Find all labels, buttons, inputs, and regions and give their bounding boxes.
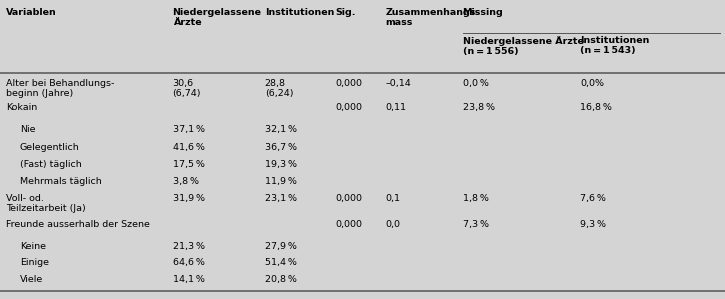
Text: Niedergelassene
Ärzte: Niedergelassene Ärzte: [173, 8, 262, 28]
Text: Zusammenhangs-
mass: Zusammenhangs- mass: [386, 8, 480, 28]
Text: 0,0 %: 0,0 %: [463, 79, 489, 88]
Text: –0,14: –0,14: [386, 79, 412, 88]
Text: 9,3 %: 9,3 %: [580, 220, 606, 229]
Text: 3,8 %: 3,8 %: [173, 177, 199, 186]
Text: 19,3 %: 19,3 %: [265, 160, 297, 169]
Text: (Fast) täglich: (Fast) täglich: [20, 160, 81, 169]
Text: Kokain: Kokain: [6, 103, 37, 112]
Text: Freunde ausserhalb der Szene: Freunde ausserhalb der Szene: [6, 220, 149, 229]
Text: 32,1 %: 32,1 %: [265, 125, 297, 134]
Text: 28,8
(6,24): 28,8 (6,24): [265, 79, 293, 98]
Text: 0,000: 0,000: [335, 194, 362, 203]
Text: 20,8 %: 20,8 %: [265, 275, 297, 284]
Text: Nie: Nie: [20, 125, 36, 134]
Text: Variablen: Variablen: [6, 8, 57, 17]
Text: 31,9 %: 31,9 %: [173, 194, 204, 203]
Text: Niedergelassene Ärzte
(n = 1 556): Niedergelassene Ärzte (n = 1 556): [463, 36, 584, 56]
Text: 30,6
(6,74): 30,6 (6,74): [173, 79, 201, 98]
Text: 23,8 %: 23,8 %: [463, 103, 494, 112]
Text: 41,6 %: 41,6 %: [173, 143, 204, 152]
Text: 1,8 %: 1,8 %: [463, 194, 489, 203]
Text: Missing: Missing: [463, 8, 503, 17]
Text: 17,5 %: 17,5 %: [173, 160, 204, 169]
Text: Voll- od.
Teilzeitarbeit (Ja): Voll- od. Teilzeitarbeit (Ja): [6, 194, 86, 213]
Text: Einige: Einige: [20, 258, 49, 267]
Text: 16,8 %: 16,8 %: [580, 103, 612, 112]
Text: 27,9 %: 27,9 %: [265, 242, 297, 251]
Text: Sig.: Sig.: [335, 8, 355, 17]
Text: 11,9 %: 11,9 %: [265, 177, 297, 186]
Text: 0,11: 0,11: [386, 103, 407, 112]
Text: 0,000: 0,000: [335, 220, 362, 229]
Text: 36,7 %: 36,7 %: [265, 143, 297, 152]
Text: 0,000: 0,000: [335, 79, 362, 88]
Text: Institutionen
(n = 1 543): Institutionen (n = 1 543): [580, 36, 650, 55]
Text: 51,4 %: 51,4 %: [265, 258, 297, 267]
Text: Viele: Viele: [20, 275, 43, 284]
Text: 0,000: 0,000: [335, 103, 362, 112]
Text: 23,1 %: 23,1 %: [265, 194, 297, 203]
Text: Alter bei Behandlungs-
beginn (Jahre): Alter bei Behandlungs- beginn (Jahre): [6, 79, 114, 98]
Text: 37,1 %: 37,1 %: [173, 125, 204, 134]
Text: Mehrmals täglich: Mehrmals täglich: [20, 177, 102, 186]
Text: 0,0%: 0,0%: [580, 79, 604, 88]
Text: 21,3 %: 21,3 %: [173, 242, 204, 251]
Text: Gelegentlich: Gelegentlich: [20, 143, 80, 152]
Text: 14,1 %: 14,1 %: [173, 275, 204, 284]
Text: 64,6 %: 64,6 %: [173, 258, 204, 267]
Text: Keine: Keine: [20, 242, 46, 251]
Text: Institutionen: Institutionen: [265, 8, 334, 17]
Text: 0,0: 0,0: [386, 220, 401, 229]
Text: 0,1: 0,1: [386, 194, 401, 203]
Text: 7,6 %: 7,6 %: [580, 194, 606, 203]
Text: 7,3 %: 7,3 %: [463, 220, 489, 229]
